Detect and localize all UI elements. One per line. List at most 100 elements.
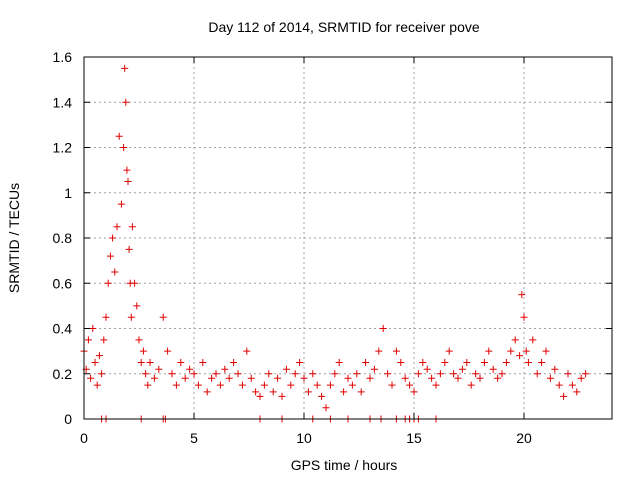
data-point: [463, 358, 471, 366]
data-point: [133, 302, 141, 310]
data-point: [144, 381, 152, 389]
data-point: [111, 268, 119, 276]
x-tick-label: 15: [406, 430, 422, 446]
data-point: [485, 347, 493, 355]
data-point: [326, 381, 334, 389]
data-point: [113, 223, 121, 231]
data-point: [318, 392, 326, 400]
data-point: [104, 279, 112, 287]
y-tick-label: 1: [64, 185, 72, 201]
data-point: [568, 381, 576, 389]
data-point: [123, 166, 131, 174]
data-point: [472, 370, 480, 378]
data-point: [582, 370, 590, 378]
data-point: [392, 347, 400, 355]
data-point: [212, 370, 220, 378]
data-point: [450, 370, 458, 378]
data-point: [84, 336, 92, 344]
data-point: [95, 352, 103, 360]
data-point: [274, 374, 282, 382]
data-point: [203, 388, 211, 396]
data-point: [538, 358, 546, 366]
data-point: [100, 336, 108, 344]
data-point: [159, 313, 167, 321]
data-point: [194, 381, 202, 389]
data-point: [573, 388, 581, 396]
data-point: [441, 358, 449, 366]
data-point: [125, 245, 133, 253]
y-tick-label: 0.2: [53, 366, 73, 382]
data-point: [423, 365, 431, 373]
data-point: [109, 234, 117, 242]
data-point: [186, 365, 194, 373]
data-point: [135, 336, 143, 344]
data-point: [269, 388, 277, 396]
data-point: [401, 374, 409, 382]
y-tick-label: 1.4: [53, 94, 73, 110]
data-point: [137, 358, 145, 366]
data-point: [366, 374, 374, 382]
data-point: [93, 381, 101, 389]
data-point: [120, 144, 128, 151]
data-point: [106, 252, 114, 260]
data-point: [115, 132, 123, 140]
data-point: [142, 370, 150, 378]
data-point: [348, 381, 356, 389]
data-point: [362, 358, 370, 366]
data-point: [344, 374, 352, 382]
data-point: [128, 223, 136, 231]
data-point: [546, 374, 554, 382]
data-point: [410, 388, 418, 396]
data-point: [247, 374, 255, 382]
data-point: [414, 370, 422, 378]
data-point: [122, 98, 130, 106]
data-point: [225, 374, 233, 382]
data-point: [432, 381, 440, 389]
data-point: [121, 64, 129, 72]
data-point: [260, 381, 268, 389]
data-point: [150, 374, 158, 382]
x-tick-label: 0: [80, 430, 88, 446]
data-point: [127, 313, 135, 321]
y-tick-label: 1.6: [53, 49, 73, 65]
data-point: [181, 374, 189, 382]
data-point: [524, 358, 532, 366]
data-point: [221, 365, 229, 373]
data-points: [80, 64, 590, 423]
data-point: [313, 381, 321, 389]
data-point: [388, 381, 396, 389]
data-point: [335, 358, 343, 366]
x-tick-label: 5: [190, 430, 198, 446]
data-point: [164, 347, 172, 355]
chart-title: Day 112 of 2014, SRMTID for receiver pov…: [208, 19, 480, 35]
data-point: [117, 200, 125, 208]
data-point: [480, 358, 488, 366]
data-point: [498, 370, 506, 378]
data-point: [436, 370, 444, 378]
data-point: [252, 388, 260, 396]
y-tick-label: 1.2: [53, 140, 73, 156]
data-point: [445, 347, 453, 355]
y-axis-label: SRMTID / TECUs: [6, 183, 22, 293]
data-point: [322, 404, 330, 412]
data-point: [353, 370, 361, 378]
x-tick-label: 20: [516, 430, 532, 446]
data-point: [139, 347, 147, 355]
data-point: [278, 392, 286, 400]
data-point: [238, 381, 246, 389]
data-point: [124, 177, 132, 185]
data-point: [199, 358, 207, 366]
data-point: [243, 347, 251, 355]
data-point: [282, 365, 290, 373]
data-point: [476, 374, 484, 382]
data-point: [91, 358, 99, 366]
data-point: [190, 370, 198, 378]
x-tick-label: 10: [296, 430, 312, 446]
data-point: [555, 381, 563, 389]
data-point: [467, 381, 475, 389]
data-point: [428, 374, 436, 382]
data-point: [489, 365, 497, 373]
data-point: [518, 291, 526, 299]
data-point: [300, 374, 308, 382]
